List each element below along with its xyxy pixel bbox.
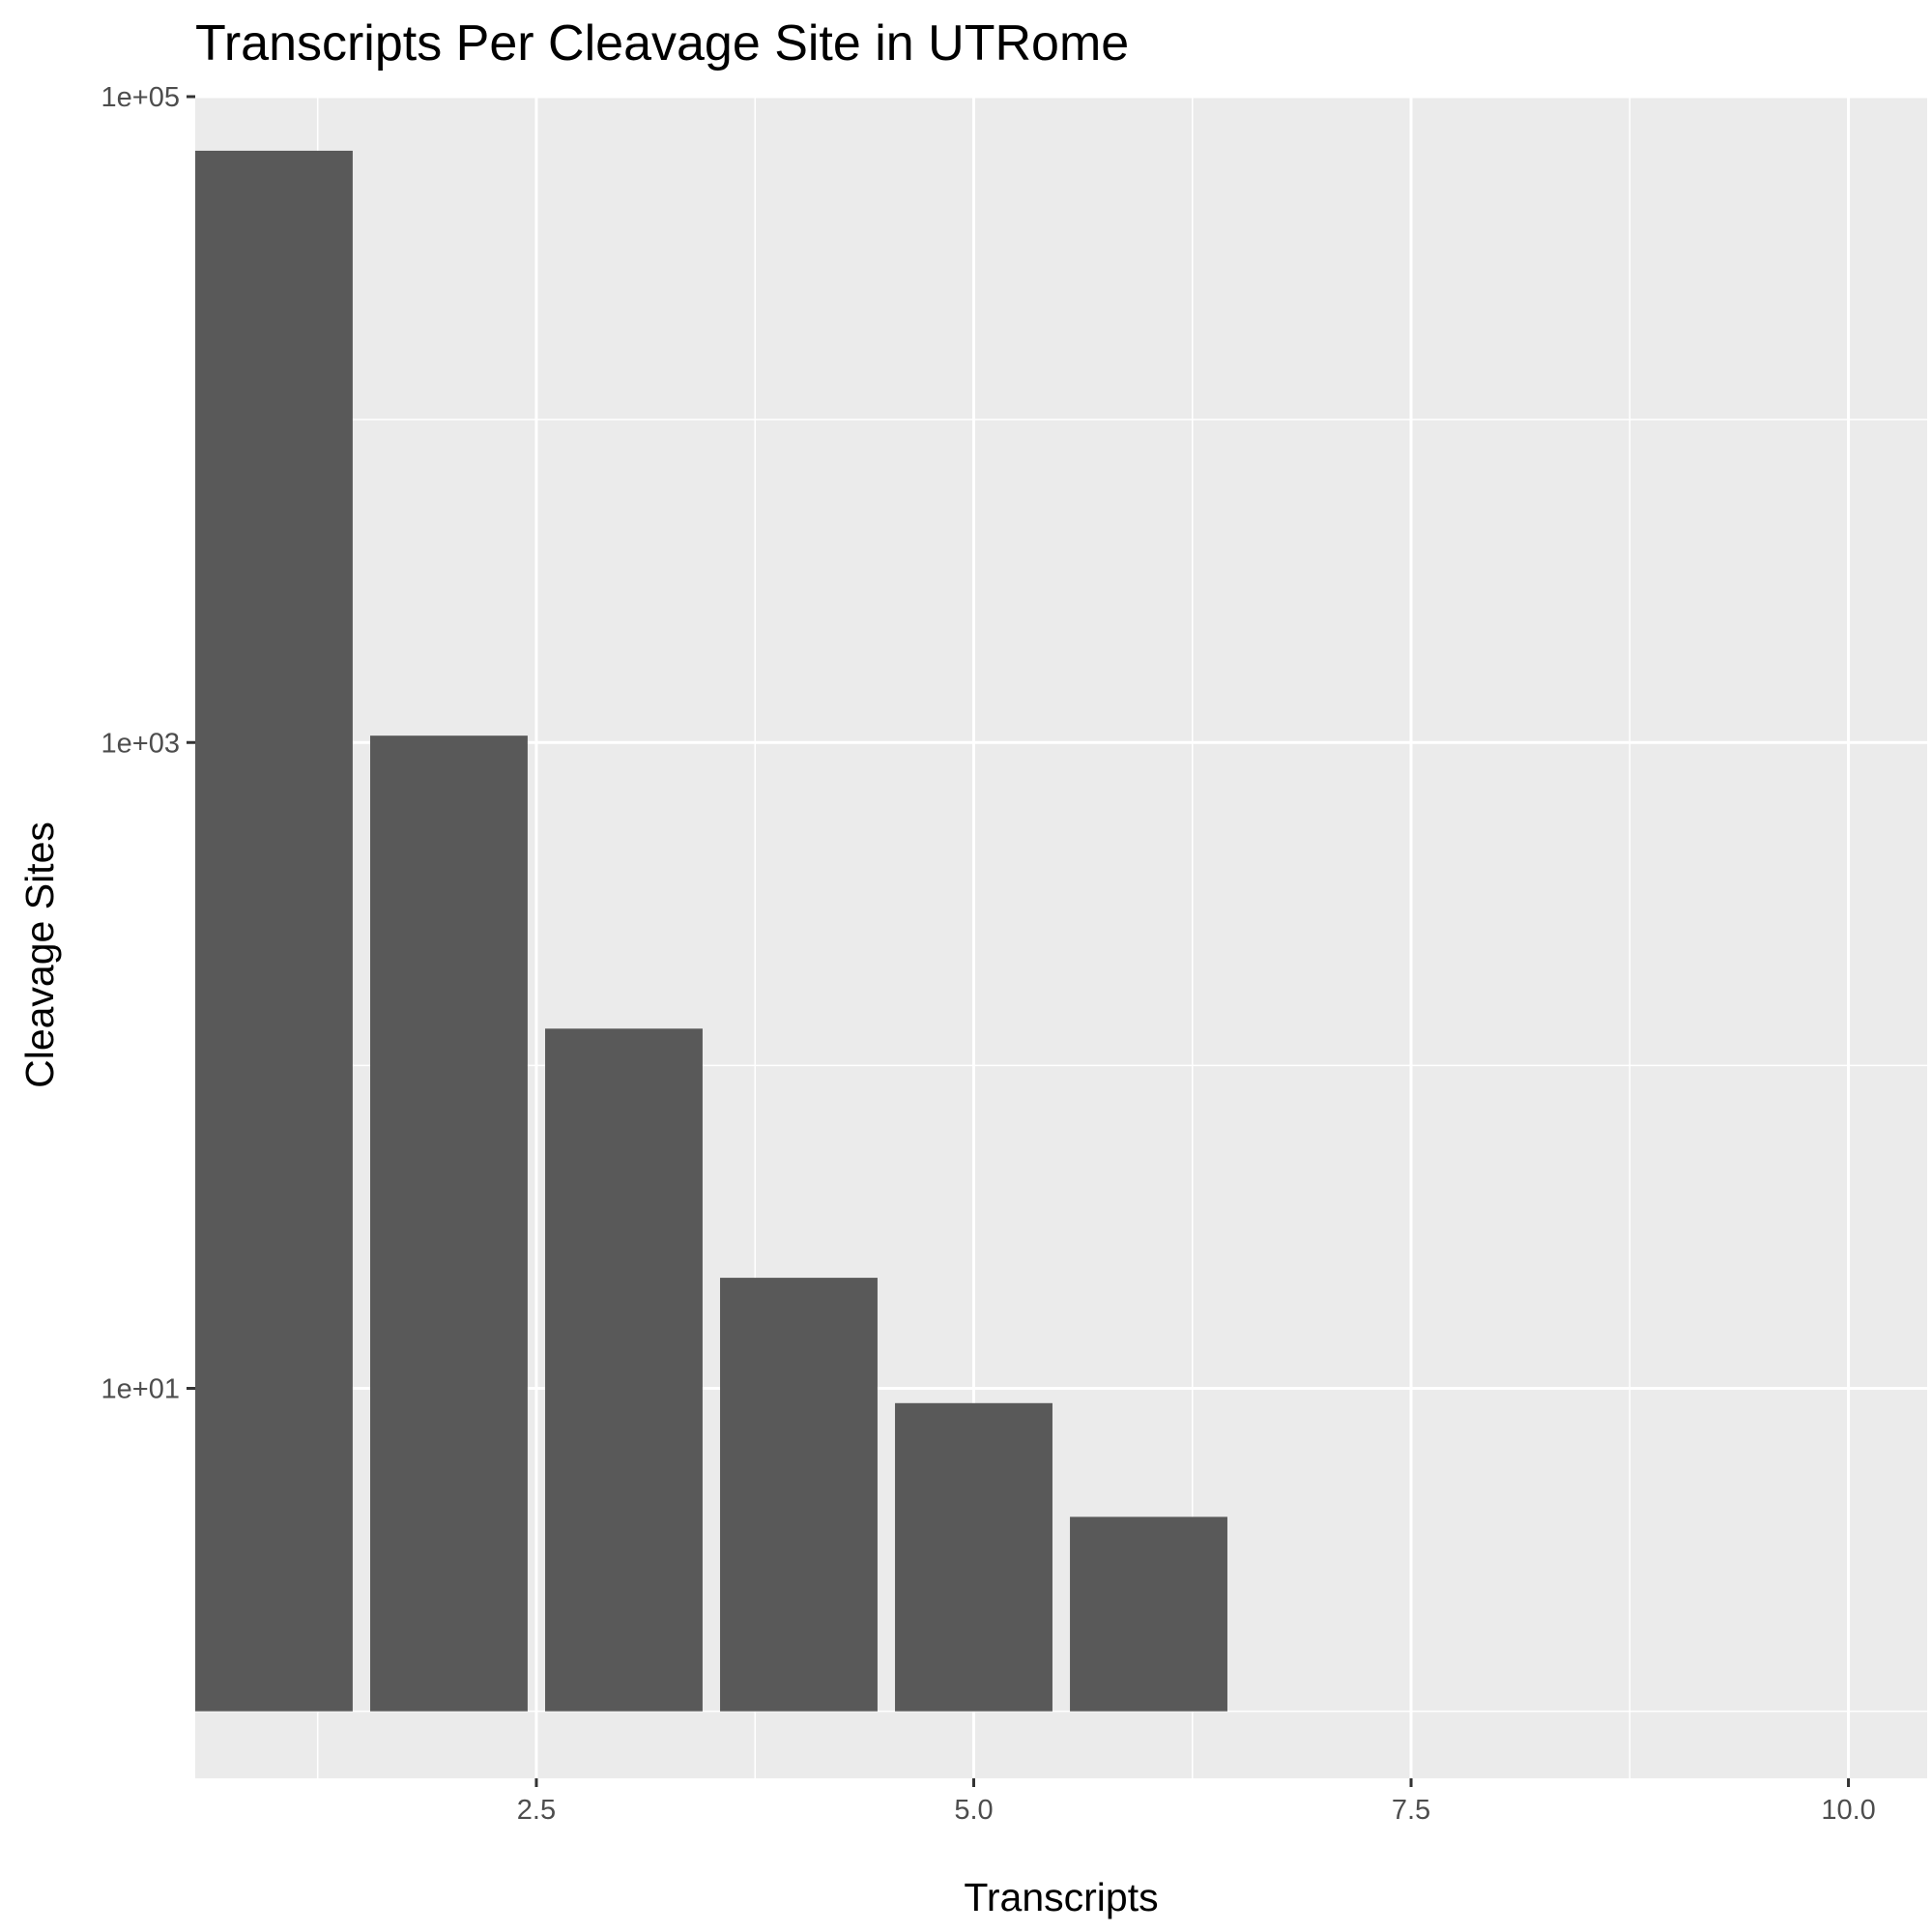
y-axis: 1e+01 1e+03 1e+05 [101,82,195,1405]
x-tick-label: 10.0 [1821,1795,1875,1826]
x-tick-label: 7.5 [1392,1795,1430,1826]
y-tick-label: 1e+03 [101,728,180,759]
bar [895,1402,1053,1712]
x-axis-title: Transcripts [964,1875,1158,1919]
y-axis-title: Cleavage Sites [17,822,62,1088]
bars [195,150,1227,1712]
bar [720,1278,878,1712]
x-tick-label: 5.0 [954,1795,993,1826]
major-gridlines [195,95,1927,1778]
bar [195,150,353,1712]
x-axis: 2.5 5.0 7.5 10.0 [517,1778,1876,1826]
chart-title: Transcripts Per Cleavage Site in UTRome [195,15,1129,72]
bar [1070,1516,1227,1712]
y-tick-label: 1e+05 [101,82,180,113]
bar [545,1028,703,1712]
x-tick-label: 2.5 [517,1795,556,1826]
bar [370,735,528,1712]
y-tick-label: 1e+01 [101,1374,180,1405]
